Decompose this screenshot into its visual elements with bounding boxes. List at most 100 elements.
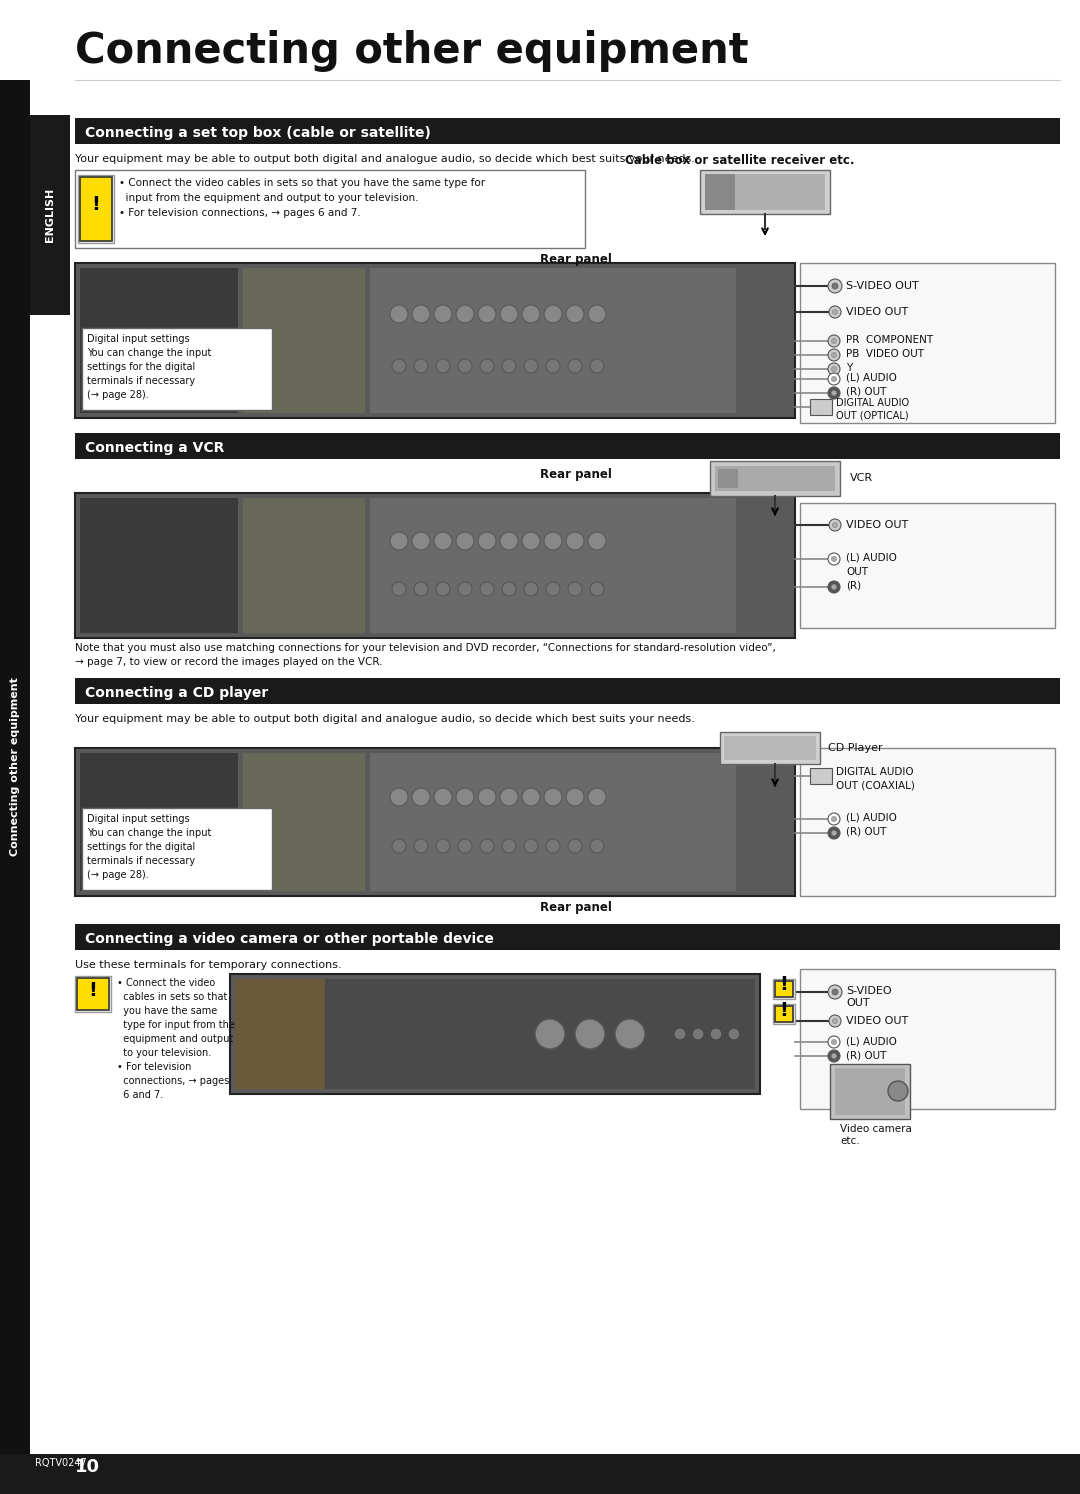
Circle shape (544, 787, 562, 805)
Circle shape (566, 305, 584, 323)
Text: DIGITAL AUDIO: DIGITAL AUDIO (836, 766, 914, 777)
Text: Digital input settings
You can change the input
settings for the digital
termina: Digital input settings You can change th… (87, 814, 212, 880)
Bar (75, 923, 1059, 950)
Circle shape (674, 1028, 686, 1040)
Circle shape (535, 1019, 565, 1049)
Circle shape (434, 305, 453, 323)
Circle shape (390, 305, 408, 323)
Bar (80, 267, 238, 412)
Circle shape (829, 518, 841, 530)
Circle shape (615, 1019, 645, 1049)
Circle shape (588, 532, 606, 550)
Text: (L) AUDIO: (L) AUDIO (846, 813, 896, 823)
Circle shape (828, 581, 840, 593)
Bar (75, 263, 795, 418)
Bar (75, 118, 1059, 143)
Circle shape (829, 306, 841, 318)
Circle shape (500, 305, 518, 323)
Text: !: ! (92, 196, 100, 215)
Circle shape (888, 1082, 908, 1101)
Circle shape (456, 787, 474, 805)
Text: (R) OUT: (R) OUT (846, 1050, 887, 1061)
Text: Digital input settings
You can change the input
settings for the digital
termina: Digital input settings You can change th… (87, 335, 212, 400)
Circle shape (436, 840, 450, 853)
Circle shape (434, 787, 453, 805)
Text: 10: 10 (75, 1458, 100, 1476)
Bar (773, 1004, 795, 1023)
Circle shape (568, 359, 582, 374)
Text: OUT: OUT (846, 568, 868, 577)
Text: Y: Y (846, 363, 852, 374)
Circle shape (546, 840, 561, 853)
Circle shape (392, 840, 406, 853)
Bar (715, 466, 835, 492)
Circle shape (575, 1019, 605, 1049)
Text: VIDEO OUT: VIDEO OUT (846, 306, 908, 317)
Circle shape (832, 584, 837, 590)
Bar (0, 81, 30, 1454)
Bar (800, 748, 1055, 896)
Circle shape (590, 359, 604, 374)
Bar (810, 768, 832, 784)
Text: !: ! (780, 976, 788, 995)
Circle shape (692, 1028, 704, 1040)
Circle shape (828, 985, 842, 999)
Circle shape (828, 1050, 840, 1062)
Circle shape (458, 359, 472, 374)
Circle shape (502, 583, 516, 596)
Circle shape (828, 553, 840, 565)
Circle shape (544, 532, 562, 550)
Bar (370, 753, 735, 890)
Bar (775, 982, 793, 996)
Circle shape (436, 359, 450, 374)
Text: OUT (COAXIAL): OUT (COAXIAL) (836, 780, 915, 790)
Bar (800, 503, 1055, 627)
Circle shape (411, 787, 430, 805)
Circle shape (832, 282, 838, 288)
Circle shape (833, 523, 837, 527)
Text: (L) AUDIO: (L) AUDIO (846, 553, 896, 563)
Circle shape (414, 840, 428, 853)
Circle shape (568, 583, 582, 596)
Circle shape (832, 339, 837, 344)
Circle shape (502, 359, 516, 374)
Bar (80, 753, 238, 890)
Text: CD Player: CD Player (828, 743, 882, 753)
Circle shape (828, 350, 840, 362)
Text: Connecting a VCR: Connecting a VCR (85, 441, 225, 456)
Circle shape (456, 532, 474, 550)
Bar (30, 115, 70, 315)
Text: !: ! (780, 1001, 788, 1019)
Circle shape (524, 583, 538, 596)
Circle shape (832, 989, 838, 995)
Bar (718, 469, 738, 489)
Circle shape (390, 532, 408, 550)
Text: Connecting a video camera or other portable device: Connecting a video camera or other porta… (85, 932, 494, 946)
Circle shape (832, 1040, 837, 1044)
Circle shape (522, 305, 540, 323)
Bar (700, 170, 831, 214)
Bar (77, 979, 109, 1010)
Bar (80, 498, 238, 633)
Bar (235, 979, 755, 1089)
Circle shape (832, 366, 837, 372)
Text: (R) OUT: (R) OUT (846, 387, 887, 397)
Circle shape (480, 583, 494, 596)
Text: Your equipment may be able to output both digital and analogue audio, so decide : Your equipment may be able to output bot… (75, 714, 694, 725)
Bar (75, 678, 1059, 704)
Circle shape (458, 840, 472, 853)
Bar (370, 267, 735, 412)
Text: VIDEO OUT: VIDEO OUT (846, 1016, 908, 1026)
Circle shape (414, 583, 428, 596)
Circle shape (828, 363, 840, 375)
Circle shape (522, 532, 540, 550)
Circle shape (710, 1028, 723, 1040)
Text: (R): (R) (846, 581, 861, 592)
Circle shape (544, 305, 562, 323)
Circle shape (828, 1035, 840, 1047)
Text: • Connect the video cables in sets so that you have the same type for
  input fr: • Connect the video cables in sets so th… (119, 178, 485, 218)
Bar (800, 263, 1055, 423)
Circle shape (828, 335, 840, 347)
Bar (230, 974, 760, 1094)
Circle shape (832, 831, 837, 835)
